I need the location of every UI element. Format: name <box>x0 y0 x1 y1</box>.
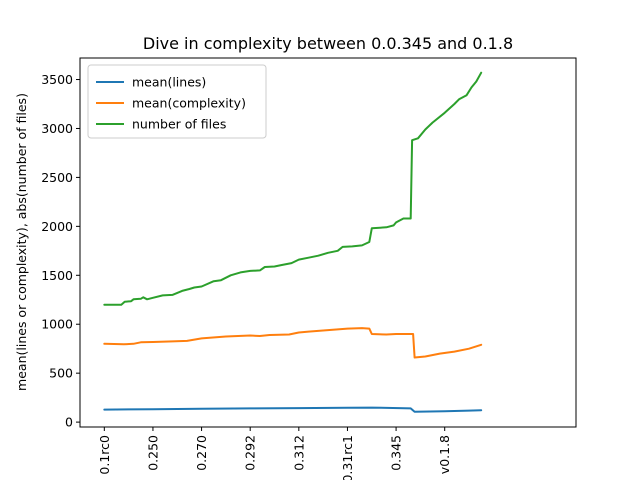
y-tick-label: 3000 <box>41 121 73 136</box>
plot-area <box>79 57 577 428</box>
y-tick-label: 500 <box>49 366 73 381</box>
x-axis: 0.1rc0 0.250 0.270 0.292 0.312 0.31rc1 0.345 v0… <box>97 427 452 480</box>
legend-box <box>87 64 267 139</box>
series-line-2 <box>103 327 483 359</box>
x-tick-label: 0.270 <box>194 435 209 471</box>
x-tick-label: v0.1.8 <box>437 435 452 474</box>
y-tick-label: 3500 <box>41 72 73 87</box>
x-tick-label: 0.1rc0 <box>97 435 112 475</box>
series-line-1 <box>103 406 483 413</box>
y-axis-label: mean(lines or complexity), abs(number of… <box>14 93 29 391</box>
x-tick-label: 0.292 <box>243 435 258 471</box>
legend: mean(lines) mean(complexity) number of fil… <box>87 64 267 139</box>
legend-label: number of files <box>132 117 226 132</box>
chart-title: Dive in complexity between 0.0.345 and 0… <box>143 34 513 53</box>
y-tick-label: 1000 <box>41 317 73 332</box>
y-axis: 0 500 1000 1500 2000 2500 3000 3500 <box>41 72 80 430</box>
x-tick-label: 0.250 <box>145 435 160 471</box>
y-tick-label: 2500 <box>41 170 73 185</box>
x-tick-label: 0.31rc1 <box>340 435 355 480</box>
series-layer <box>103 71 483 413</box>
y-tick-label: 1500 <box>41 268 73 283</box>
y-tick-label: 2000 <box>41 219 73 234</box>
y-tick-label: 0 <box>65 415 73 430</box>
series-line-3 <box>103 71 483 306</box>
legend-label: mean(complexity) <box>132 96 246 111</box>
x-tick-label: 0.312 <box>291 435 306 471</box>
legend-label: mean(lines) <box>132 75 206 90</box>
x-tick-label: 0.345 <box>389 435 404 471</box>
